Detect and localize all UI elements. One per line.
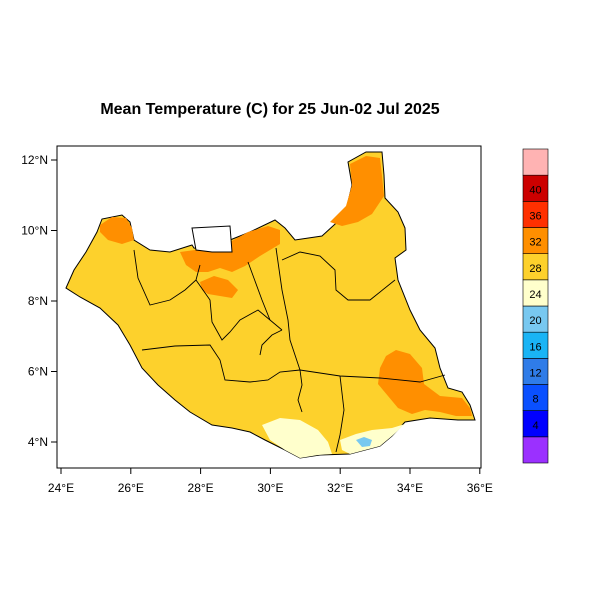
state-border-2 — [195, 279, 283, 341]
y-axis: 4°N 6°N 8°N 10°N 12°N — [21, 153, 57, 449]
legend-bin — [522, 148, 549, 176]
state-border-8 — [297, 369, 303, 413]
legend-bin — [522, 253, 549, 281]
x-tick-label: 30°E — [257, 481, 283, 495]
x-tick-label: 24°E — [48, 481, 74, 495]
x-axis: 24°E 26°E 28°E 30°E 32°E 34°E 36°E — [48, 468, 493, 495]
y-tick-label: 10°N — [21, 224, 48, 238]
legend-bin — [522, 305, 549, 333]
legend: 4 8 12 16 20 24 28 32 36 40 — [522, 148, 549, 464]
legend-bin — [522, 410, 549, 438]
legend-label: 8 — [532, 394, 538, 406]
legend-bin — [522, 436, 549, 464]
state-border-6 — [141, 344, 301, 383]
mild-zone-southeast — [340, 424, 405, 454]
legend-bin — [522, 227, 549, 254]
mild-zone-south — [262, 418, 332, 458]
hot-zone-central-blob — [200, 276, 238, 298]
state-border-7 — [299, 369, 446, 383]
plot-frame — [56, 145, 482, 469]
x-tick-label: 28°E — [188, 481, 214, 495]
x-tick-label: 34°E — [397, 481, 423, 495]
y-tick-label: 6°N — [28, 365, 48, 379]
legend-label: 36 — [529, 211, 541, 223]
legend-label: 40 — [529, 184, 541, 196]
map-title: Mean Temperature (C) for 25 Jun-02 Jul 2… — [100, 101, 440, 118]
state-border-10 — [259, 329, 283, 356]
legend-bin — [522, 201, 549, 228]
country-fill — [65, 151, 476, 459]
legend-label: 12 — [529, 368, 541, 380]
state-borders — [133, 247, 446, 453]
state-border-9 — [335, 375, 345, 453]
hot-zone-northwest — [100, 217, 134, 244]
legend-bin — [522, 331, 549, 359]
y-tick-label: 12°N — [21, 153, 48, 167]
x-tick-label: 36°E — [467, 481, 493, 495]
legend-label: 4 — [532, 420, 538, 432]
state-border-5 — [281, 251, 396, 301]
x-tick-label: 32°E — [327, 481, 353, 495]
legend-label: 16 — [529, 341, 541, 353]
legend-label: 32 — [529, 237, 541, 249]
abyei-region — [191, 225, 233, 253]
legend-bin — [522, 358, 549, 385]
legend-label: 28 — [529, 263, 541, 275]
y-tick-label: 8°N — [28, 294, 48, 308]
y-tick-label: 4°N — [28, 435, 48, 449]
legend-label: 24 — [529, 289, 541, 301]
legend-bin — [522, 174, 549, 202]
legend-label: 20 — [529, 315, 541, 327]
state-border-3 — [247, 261, 271, 321]
hot-zone-upper-nile — [330, 156, 384, 226]
hot-zone-jonglei — [378, 350, 472, 416]
cool-zone-patch — [356, 437, 372, 447]
state-border-4 — [275, 247, 301, 371]
x-tick-label: 26°E — [118, 481, 144, 495]
